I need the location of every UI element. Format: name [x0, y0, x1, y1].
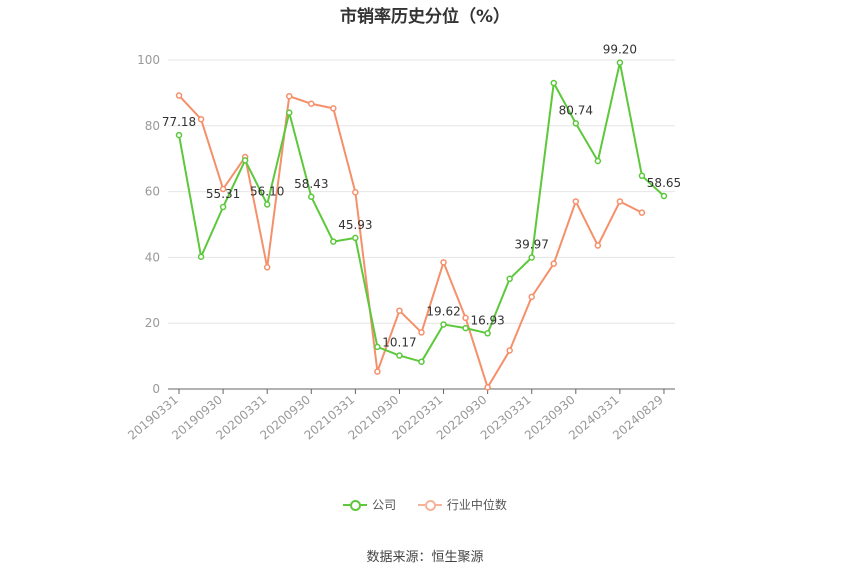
company-point	[506, 275, 513, 283]
industry-median-point	[528, 293, 535, 301]
industry-median-point	[263, 264, 271, 271]
company-point	[484, 330, 491, 337]
y-tick-label: 0	[152, 382, 160, 396]
company-point	[263, 201, 271, 208]
company-point	[616, 59, 624, 66]
legend-item-industry-median[interactable]: 行业中位数	[417, 496, 507, 513]
industry-median-line	[178, 94, 643, 389]
legend-label-industry-median: 行业中位数	[446, 498, 507, 512]
industry-median-point	[175, 92, 183, 99]
series-industry-median	[175, 92, 646, 391]
industry-median-point	[462, 314, 469, 322]
legend-swatch-industry-median	[417, 499, 442, 511]
data-label: 39.97	[515, 237, 549, 251]
industry-median-point	[396, 307, 403, 314]
company-point	[241, 157, 249, 164]
y-tick-label: 40	[145, 250, 160, 264]
data-label: 58.43	[294, 177, 328, 191]
y-tick-label: 80	[145, 119, 160, 133]
company-point	[638, 172, 646, 180]
chart-title: 市销率历史分位（%）	[339, 7, 511, 27]
line-chart: 0 20 40 60 80 100 201903312019093020200331202…	[125, 43, 681, 443]
y-tick-label: 20	[145, 316, 160, 330]
company-point	[572, 120, 580, 127]
industry-median-point	[330, 105, 337, 112]
company-point	[660, 192, 668, 200]
data-label: 19.62	[426, 304, 460, 318]
industry-median-point	[550, 260, 558, 267]
industry-median-point	[374, 368, 381, 375]
industry-median-point	[440, 259, 447, 266]
industry-median-point	[418, 329, 425, 336]
grid-lines	[168, 59, 675, 324]
company-point	[197, 253, 205, 260]
industry-median-point	[484, 384, 491, 391]
industry-median-point	[285, 92, 293, 100]
data-label: 77.18	[162, 115, 196, 129]
data-label: 56.10	[250, 184, 284, 198]
legend-swatch-company	[343, 499, 368, 511]
data-label: 10.17	[382, 336, 416, 350]
company-point	[285, 109, 293, 116]
industry-median-point	[197, 115, 205, 123]
data-label: 80.74	[559, 103, 593, 117]
y-tick-label: 60	[145, 185, 160, 199]
data-label: 55.31	[206, 187, 240, 201]
y-tick-label: 100	[137, 53, 160, 67]
legend: 公司 行业中位数	[0, 496, 850, 514]
industry-median-point	[352, 189, 359, 196]
industry-median-point	[308, 100, 315, 108]
data-source: 数据来源：恒生聚源	[366, 550, 484, 565]
company-point	[396, 352, 403, 359]
company-point	[462, 324, 469, 332]
company-point	[374, 343, 381, 351]
x-axis: 2019033120190930202003312020093020210331…	[125, 388, 675, 443]
industry-median-point	[506, 347, 513, 354]
series-company	[175, 59, 668, 365]
company-point	[550, 79, 558, 87]
industry-median-point	[219, 185, 227, 193]
legend-item-company[interactable]: 公司	[343, 496, 396, 513]
industry-median-point	[594, 242, 602, 249]
company-point	[175, 131, 183, 139]
company-point	[594, 157, 602, 165]
company-point	[219, 203, 227, 211]
company-point	[308, 193, 315, 201]
y-axis: 0 20 40 60 80 100	[137, 53, 160, 396]
company-point	[440, 321, 447, 328]
industry-median-point	[572, 198, 580, 205]
data-label: 45.93	[338, 218, 372, 232]
data-labels: 77.18 55.31 56.10 58.43 45.93 10.17 19.62 16.93…	[162, 43, 681, 350]
company-point	[330, 238, 337, 245]
company-point	[418, 358, 425, 365]
company-point	[352, 234, 359, 242]
company-point	[528, 254, 535, 261]
industry-median-point	[638, 209, 646, 216]
data-label: 99.20	[603, 43, 637, 57]
data-label: 16.93	[470, 313, 504, 327]
legend-label-company: 公司	[372, 498, 397, 512]
industry-median-point	[616, 198, 624, 205]
data-label: 58.65	[647, 176, 681, 190]
